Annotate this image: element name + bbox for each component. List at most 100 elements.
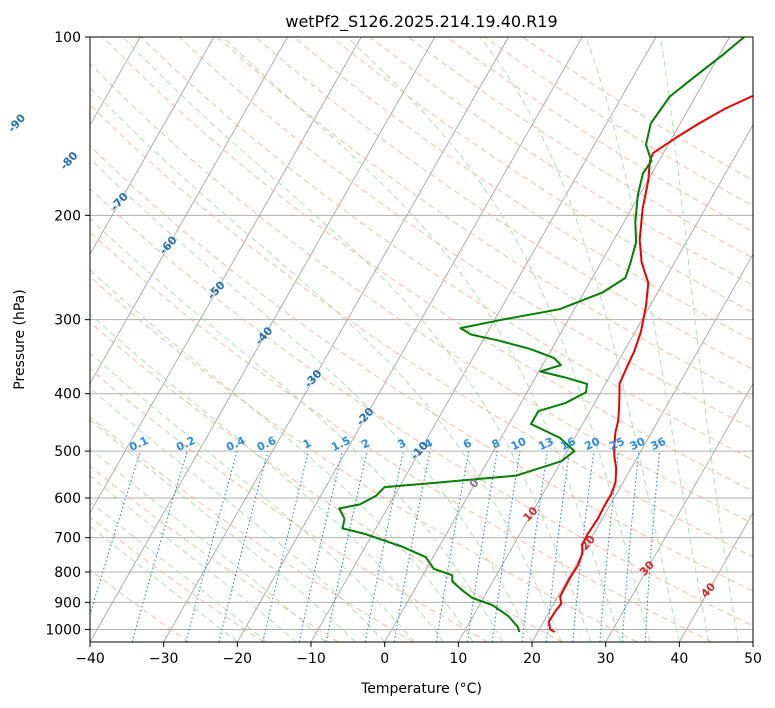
isotherm-line xyxy=(605,382,753,642)
y-tick-label: 300 xyxy=(54,313,81,329)
x-axis-label: Temperature (°C) xyxy=(360,681,482,697)
mixing-ratio-line xyxy=(467,451,498,642)
dry-adiabat-label: -40 xyxy=(252,324,275,348)
y-tick-label: 800 xyxy=(54,565,81,581)
dry-adiabat-line xyxy=(102,37,753,492)
y-tick-label: 900 xyxy=(54,595,81,611)
mixing-ratio-label: 1 xyxy=(301,436,313,451)
moist-adiabat-line xyxy=(90,313,444,642)
x-tick-label: 30 xyxy=(597,651,615,667)
dewpoint-profile-line xyxy=(338,37,745,633)
mixing-ratio-label: 16 xyxy=(558,435,578,453)
mixing-ratio-line xyxy=(218,450,269,642)
moist-adiabat-line xyxy=(90,387,386,642)
mixing-ratio-line xyxy=(644,451,661,642)
dry-adiabat-line xyxy=(90,103,753,558)
dry-adiabat-line xyxy=(90,231,712,642)
isotherm-line xyxy=(384,37,730,642)
mixing-ratio-line xyxy=(185,450,238,642)
dry-adiabat-line xyxy=(90,465,339,642)
mixing-ratio-label: 13 xyxy=(536,435,555,453)
y-tick-label: 100 xyxy=(54,30,81,46)
mixing-ratio-line xyxy=(521,451,548,642)
isotherm-line xyxy=(90,37,288,385)
dry-adiabat-label: -60 xyxy=(157,233,180,257)
y-axis-label: Pressure (hPa) xyxy=(12,289,28,389)
mixing-ratio-line xyxy=(599,451,619,642)
dry-adiabat-label: 40 xyxy=(698,580,718,600)
dry-adiabat-label: 20 xyxy=(578,533,598,553)
dry-adiabat-label: -20 xyxy=(354,405,377,429)
moist-adiabat-line xyxy=(90,86,562,642)
mixing-ratio-label: 10 xyxy=(509,435,529,453)
mixing-ratio-label: 30 xyxy=(628,435,648,453)
moist-adiabat-line xyxy=(660,37,739,642)
x-tick-label: 50 xyxy=(744,651,762,667)
moist-adiabat-line xyxy=(90,217,503,642)
isotherm-line xyxy=(236,37,583,642)
x-tick-label: 40 xyxy=(670,651,688,667)
dry-adiabat-label: -90 xyxy=(5,111,28,135)
dry-adiabat-label: -50 xyxy=(205,278,228,302)
moist-adiabat-line xyxy=(90,352,415,642)
mixing-ratio-label: 6 xyxy=(461,436,474,451)
axis-layer: −40 −30 −20 −10 0 10 20 30 40 50 100 200 300 400 500 60… xyxy=(45,30,762,667)
dry-adiabat-label: -70 xyxy=(108,190,131,214)
y-tick-label: 700 xyxy=(54,531,81,547)
plot-frame xyxy=(89,36,754,643)
dry-adiabat-line xyxy=(90,187,753,627)
dry-adiabat-label: -80 xyxy=(58,149,81,173)
isotherm-line xyxy=(457,124,753,642)
isotherm-line xyxy=(752,641,753,642)
moist-adiabat-line xyxy=(90,448,327,642)
mixing-ratio-label: 20 xyxy=(583,435,603,453)
dry-adiabat-label: -30 xyxy=(302,367,325,391)
isotherm-line xyxy=(90,37,362,514)
series-layer xyxy=(338,37,753,633)
moist-adiabat-line xyxy=(90,269,474,642)
dry-adiabat-line xyxy=(90,569,190,642)
y-tick-label: 400 xyxy=(54,387,81,403)
mixing-ratio-label: 3 xyxy=(396,436,408,451)
moist-adiabat-line xyxy=(479,37,680,642)
moist-adiabat-line xyxy=(346,37,651,642)
moist-adiabat-line xyxy=(90,157,533,642)
dry-adiabat-line xyxy=(90,368,488,642)
x-tick-label: 0 xyxy=(380,651,389,667)
isotherm-line xyxy=(90,37,436,642)
x-tick-label: −30 xyxy=(149,651,179,667)
mixing-ratio-line xyxy=(325,450,368,642)
x-tick-label: −40 xyxy=(75,651,105,667)
y-tick-label: 1000 xyxy=(45,622,81,638)
dry-adiabat-line xyxy=(90,145,753,592)
grid-layer xyxy=(90,37,753,642)
chart-title: wetPf2_S126.2025.214.19.40.R19 xyxy=(285,12,557,32)
dry-adiabat-line xyxy=(293,37,753,342)
x-tick-label: −20 xyxy=(223,651,253,667)
isotherm-line xyxy=(531,253,753,642)
dry-adiabat-label: 30 xyxy=(637,558,657,578)
isotherm-line xyxy=(163,37,509,642)
isotherm-line xyxy=(678,511,753,642)
moist-adiabat-line xyxy=(90,419,356,642)
dry-adiabat-line xyxy=(140,37,753,461)
mixing-ratio-line xyxy=(262,450,310,642)
isotherm-line xyxy=(90,37,215,256)
mixing-ratio-line xyxy=(621,451,640,642)
y-tick-label: 600 xyxy=(54,491,81,507)
dry-adiabat-line xyxy=(90,62,753,525)
mixing-ratio-line xyxy=(90,450,141,617)
mixing-ratio-line xyxy=(491,451,521,642)
mixing-ratio-line xyxy=(131,450,188,642)
dry-adiabat-line xyxy=(178,37,753,430)
dry-adiabat-line xyxy=(90,275,638,642)
dry-adiabat-line xyxy=(407,37,753,259)
mixing-ratio-line xyxy=(572,451,595,642)
x-tick-label: −10 xyxy=(296,651,326,667)
label-layer: 0.10.20.40.611.52346810131620253036-100-… xyxy=(5,111,718,600)
x-tick-label: 10 xyxy=(449,651,467,667)
dry-adiabat-line xyxy=(331,37,753,314)
moist-adiabat-line xyxy=(585,37,710,642)
mixing-ratio-line xyxy=(545,451,570,642)
